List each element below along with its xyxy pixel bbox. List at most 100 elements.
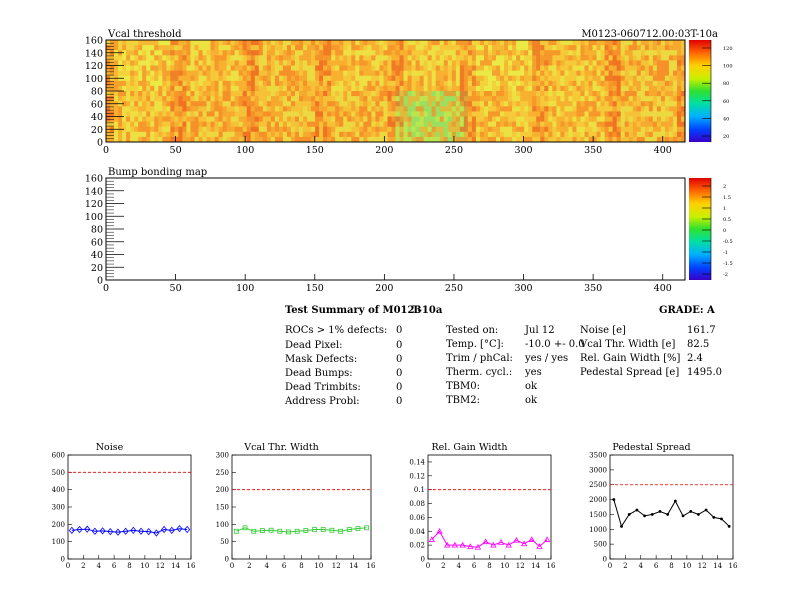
heatmap-pixel <box>628 121 633 127</box>
heatmap-pixel <box>339 60 344 66</box>
heatmap-pixel <box>290 65 296 71</box>
heatmap-pixel <box>258 106 264 112</box>
heatmap-pixel <box>126 116 131 122</box>
heatmap-pixel <box>564 96 569 102</box>
heatmap-pixel <box>226 50 231 56</box>
heatmap-pixel <box>552 131 557 138</box>
heatmap-pixel <box>616 116 621 122</box>
data-point <box>320 527 326 532</box>
heatmap-pixel <box>483 106 489 112</box>
heatmap-pixel <box>379 136 384 143</box>
heatmap-pixel <box>576 70 581 76</box>
heatmap-pixel <box>335 65 340 71</box>
heatmap-pixel <box>218 40 223 46</box>
heatmap-pixel <box>106 85 111 92</box>
heatmap-pixel <box>347 85 352 92</box>
heatmap-pixel <box>134 111 139 117</box>
heatmap-pixel <box>178 75 183 81</box>
heatmap-pixel <box>379 55 384 61</box>
heatmap-pixel <box>206 40 211 46</box>
heatmap-pixel <box>463 70 469 76</box>
heatmap-pixel <box>214 55 219 61</box>
x-tick-label: 2 <box>247 562 251 570</box>
heatmap-pixel <box>608 80 613 87</box>
heatmap-pixel <box>644 55 650 61</box>
heatmap-pixel <box>648 45 654 51</box>
heatmap-pixel <box>307 96 312 102</box>
heatmap-pixel <box>114 131 119 138</box>
heatmap-pixel <box>544 91 549 97</box>
heatmap-pixel <box>266 75 272 81</box>
heatmap-pixel <box>110 85 115 92</box>
heatmap-pixel <box>278 136 284 143</box>
heatmap-pixel <box>122 75 127 81</box>
heatmap-pixel <box>419 45 424 51</box>
heatmap-pixel <box>282 116 288 122</box>
heatmap-pixel <box>222 91 227 97</box>
heatmap-pixel <box>672 96 678 102</box>
heatmap-pixel <box>254 116 259 122</box>
heatmap-pixel <box>496 131 501 138</box>
heatmap-pixel <box>487 60 493 66</box>
heatmap-pixel <box>564 101 569 107</box>
heatmap-pixel <box>315 101 320 107</box>
heatmap-pixel <box>604 91 609 97</box>
heatmap-pixel <box>315 50 320 56</box>
heatmap-pixel <box>544 75 549 81</box>
heatmap-pixel <box>311 136 316 143</box>
heatmap-pixel <box>620 40 625 46</box>
heatmap-pixel <box>371 50 376 56</box>
heatmap-pixel <box>286 85 292 92</box>
heatmap-pixel <box>512 101 517 107</box>
heatmap-pixel <box>668 85 674 92</box>
heatmap-pixel <box>516 121 521 127</box>
heatmap-pixel <box>335 131 340 138</box>
heatmap-pixel <box>668 65 674 71</box>
heatmap-pixel <box>624 121 629 127</box>
data-point <box>277 528 283 534</box>
heatmap-pixel <box>512 121 517 127</box>
heatmap-pixel <box>262 80 268 87</box>
heatmap-pixel <box>576 91 581 97</box>
heatmap-pixel <box>640 40 645 46</box>
heatmap-pixel <box>572 60 577 66</box>
heatmap-pixel <box>419 60 424 66</box>
heatmap-pixel <box>616 70 621 76</box>
heatmap-pixel <box>146 96 151 102</box>
heatmap-pixel <box>664 101 670 107</box>
heatmap-pixel <box>130 60 135 66</box>
heatmap-pixel <box>114 121 119 127</box>
x-tick-label: 12 <box>156 562 165 570</box>
heatmap-pixel <box>106 106 111 112</box>
heatmap-pixel <box>419 111 424 117</box>
heatmap-pixel <box>508 55 513 61</box>
heatmap-pixel <box>540 45 545 51</box>
heatmap-pixel <box>596 126 601 132</box>
heatmap-pixel <box>146 70 151 76</box>
heatmap-pixel <box>660 96 666 102</box>
y-tick-label: 300 <box>216 452 229 460</box>
heatmap-pixel <box>435 131 440 138</box>
heatmap-pixel <box>383 121 388 127</box>
heatmap-pixel <box>459 70 465 76</box>
heatmap-pixel <box>596 80 601 87</box>
heatmap-pixel <box>451 85 457 92</box>
heatmap-pixel <box>371 75 376 81</box>
heatmap-pixel <box>270 65 276 71</box>
heatmap-pixel <box>632 65 637 71</box>
heatmap-pixel <box>319 101 324 107</box>
heatmap-pixel <box>294 101 300 107</box>
heatmap-pixel <box>467 136 473 143</box>
heatmap-pixel <box>270 111 276 117</box>
heatmap-pixel <box>278 60 284 66</box>
heatmap-pixel <box>439 116 444 122</box>
heatmap-pixel <box>327 111 332 117</box>
heatmap-pixel <box>552 60 557 66</box>
heatmap-pixel <box>303 40 308 46</box>
heatmap-pixel <box>596 121 601 127</box>
heatmap-pixel <box>588 101 593 107</box>
y-tick-label: 20 <box>91 125 103 136</box>
heatmap-pixel <box>351 106 356 112</box>
heatmap-pixel <box>504 126 509 132</box>
heatmap-pixel <box>282 80 288 87</box>
